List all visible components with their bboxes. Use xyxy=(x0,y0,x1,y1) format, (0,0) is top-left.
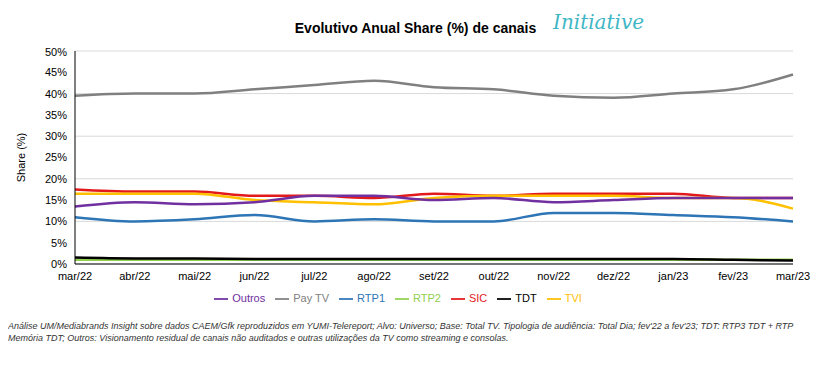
svg-text:45%: 45% xyxy=(45,66,67,78)
svg-text:40%: 40% xyxy=(45,88,67,100)
svg-text:35%: 35% xyxy=(45,109,67,121)
html-text:Initiative: Initiative xyxy=(553,10,645,34)
svg-text:mar/22: mar/22 xyxy=(58,270,92,282)
svg-text:0%: 0% xyxy=(51,258,67,270)
svg-text:20%: 20% xyxy=(45,173,67,185)
html-text:SIC: SIC xyxy=(468,292,488,304)
svg-text:jul/22: jul/22 xyxy=(300,270,327,282)
svg-text:10%: 10% xyxy=(45,215,67,227)
svg-text:mar/23: mar/23 xyxy=(776,270,810,282)
svg-text:30%: 30% xyxy=(45,130,67,142)
svg-text:jun/22: jun/22 xyxy=(239,270,270,282)
svg-text:25%: 25% xyxy=(45,151,67,163)
html-text:RTP2: RTP2 xyxy=(413,292,441,304)
svg-text:dez/22: dez/22 xyxy=(597,270,630,282)
svg-text:ago/22: ago/22 xyxy=(357,270,391,282)
svg-text:5%: 5% xyxy=(51,237,67,249)
html-text:TVI: TVI xyxy=(564,292,582,304)
html-text:Pay TV: Pay TV xyxy=(293,292,330,304)
svg-text:nov/22: nov/22 xyxy=(537,270,570,282)
svg-text:out/22: out/22 xyxy=(479,270,510,282)
html-text:Análise UM/Mediabrands Insight: Análise UM/Mediabrands Insight sobre dad… xyxy=(8,321,793,343)
svg-text:Share (%): Share (%) xyxy=(15,133,27,183)
svg-text:jan/23: jan/23 xyxy=(657,270,688,282)
svg-text:15%: 15% xyxy=(45,194,67,206)
svg-text:set/22: set/22 xyxy=(419,270,449,282)
html-text:Evolutivo Anual Share (%) de c: Evolutivo Anual Share (%) de canais xyxy=(294,20,537,36)
html-text:TDT: TDT xyxy=(515,292,537,304)
svg-text:mai/22: mai/22 xyxy=(178,270,211,282)
svg-text:abr/22: abr/22 xyxy=(119,270,150,282)
svg-text:50%: 50% xyxy=(45,46,67,58)
svg-text:fev/23: fev/23 xyxy=(718,270,748,282)
html-text:RTP1: RTP1 xyxy=(357,292,385,304)
html-text:Outros: Outros xyxy=(232,292,266,304)
